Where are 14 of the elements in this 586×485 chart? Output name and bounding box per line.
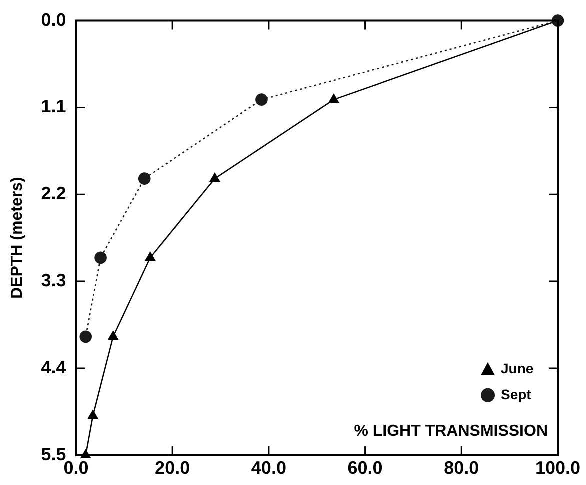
- x-axis-title: % LIGHT TRANSMISSION: [354, 422, 548, 440]
- x-tick-label: 80.0: [444, 458, 480, 478]
- y-tick-label: 3.3: [41, 270, 66, 291]
- x-tick-label: 20.0: [155, 458, 190, 478]
- x-tick-label: 100.0: [535, 458, 581, 478]
- y-tick-label: 1.1: [41, 96, 66, 117]
- y-tick-label: 0.0: [41, 10, 66, 30]
- y-axis-title: DEPTH (meters): [9, 177, 26, 300]
- x-tick-label: 40.0: [251, 458, 286, 478]
- legend-label: Sept: [501, 386, 532, 402]
- y-tick-label: 4.4: [41, 357, 66, 378]
- x-tick-label: 60.0: [348, 458, 383, 478]
- y-tick-label: 2.2: [41, 184, 66, 204]
- legend-label: June: [501, 360, 534, 376]
